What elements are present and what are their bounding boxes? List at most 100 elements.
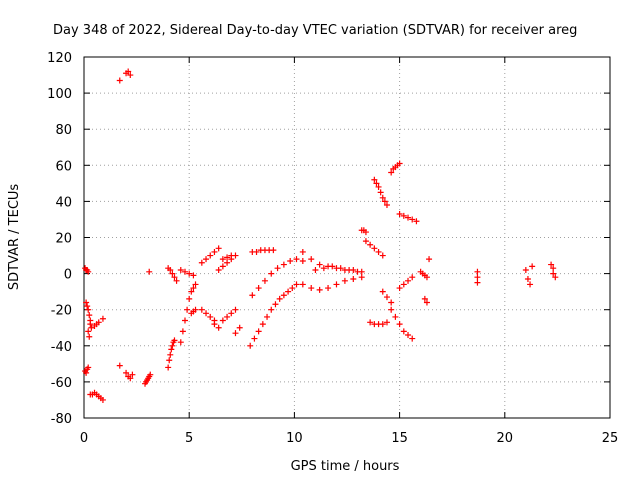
data-point bbox=[253, 248, 260, 255]
series-h15-low2 bbox=[379, 288, 395, 306]
data-point bbox=[207, 313, 214, 320]
data-point bbox=[312, 266, 319, 273]
data-point bbox=[474, 279, 481, 286]
y-tick-label: -60 bbox=[51, 376, 72, 391]
data-point bbox=[325, 285, 332, 292]
data-point bbox=[211, 321, 218, 328]
y-tick-label: 0 bbox=[64, 268, 72, 283]
series-h4-dip bbox=[165, 337, 178, 371]
data-point bbox=[169, 270, 176, 277]
series-h14-spike bbox=[371, 176, 390, 209]
data-point bbox=[400, 328, 407, 335]
series-h13-14-mid bbox=[362, 238, 386, 259]
data-point bbox=[88, 324, 95, 331]
data-point bbox=[116, 362, 123, 369]
series-early-mid bbox=[91, 315, 106, 329]
axis-ticks: 0 5 10 15 20 25 -80 -60 -40 -20 0 20 40 60 80 100 120 bbox=[47, 51, 618, 446]
data-point bbox=[400, 212, 407, 219]
chart-title: Day 348 of 2022, Sidereal Day-to-day VTE… bbox=[53, 23, 577, 38]
x-tick-label: 10 bbox=[286, 431, 303, 446]
series-h5-6 bbox=[198, 245, 222, 266]
data-point bbox=[400, 281, 407, 288]
series-h13 bbox=[358, 227, 369, 236]
data-point bbox=[333, 281, 340, 288]
data-point bbox=[219, 317, 226, 324]
plot-frame bbox=[83, 56, 611, 419]
data-point bbox=[171, 274, 178, 281]
data-point bbox=[367, 241, 374, 248]
x-tick-label: 20 bbox=[497, 431, 514, 446]
data-point bbox=[405, 214, 412, 221]
data-point bbox=[236, 324, 243, 331]
data-point bbox=[190, 272, 197, 279]
data-point bbox=[232, 330, 239, 337]
data-point bbox=[383, 202, 390, 209]
data-point bbox=[383, 294, 390, 301]
data-point bbox=[276, 295, 283, 302]
data-point bbox=[255, 285, 262, 292]
data-point bbox=[529, 263, 536, 270]
data-point bbox=[146, 268, 153, 275]
data-point bbox=[224, 254, 231, 261]
data-point bbox=[188, 288, 195, 295]
data-point bbox=[86, 333, 93, 340]
y-tick-label: 40 bbox=[55, 195, 72, 210]
data-point bbox=[129, 371, 136, 378]
data-point bbox=[219, 263, 226, 270]
data-point bbox=[224, 259, 231, 266]
series-h10-13-low bbox=[299, 274, 365, 293]
data-point bbox=[350, 276, 357, 283]
data-point bbox=[232, 252, 239, 259]
data-point bbox=[388, 306, 395, 313]
data-point bbox=[316, 261, 323, 268]
data-point bbox=[177, 339, 184, 346]
data-point bbox=[207, 252, 214, 259]
data-point bbox=[409, 216, 416, 223]
data-point bbox=[85, 268, 92, 275]
data-point bbox=[184, 306, 191, 313]
x-tick-label: 5 bbox=[185, 431, 193, 446]
data-point bbox=[177, 266, 184, 273]
data-point bbox=[522, 266, 529, 273]
data-point bbox=[379, 321, 386, 328]
data-point bbox=[287, 257, 294, 264]
x-tick-label: 15 bbox=[391, 431, 408, 446]
data-point bbox=[373, 180, 380, 187]
data-point bbox=[474, 274, 481, 281]
data-point bbox=[203, 256, 210, 263]
data-points bbox=[82, 68, 559, 403]
data-point bbox=[320, 265, 327, 272]
data-point bbox=[127, 375, 134, 382]
data-point bbox=[421, 295, 428, 302]
data-point bbox=[379, 194, 386, 201]
data-point bbox=[280, 261, 287, 268]
data-point bbox=[527, 281, 534, 288]
x-axis-label: GPS time / hours bbox=[291, 459, 400, 474]
data-point bbox=[85, 364, 92, 371]
data-point bbox=[358, 274, 365, 281]
data-point bbox=[264, 313, 271, 320]
data-point bbox=[552, 274, 559, 281]
data-point bbox=[85, 306, 92, 313]
series-h4-5-rise bbox=[177, 281, 199, 346]
data-point bbox=[228, 310, 235, 317]
y-tick-label: 80 bbox=[55, 123, 72, 138]
data-point bbox=[268, 306, 275, 313]
data-point bbox=[375, 248, 382, 255]
y-tick-label: 100 bbox=[47, 87, 72, 102]
series-h8-band bbox=[249, 247, 277, 255]
series-h7-8 bbox=[232, 324, 243, 337]
data-point bbox=[99, 396, 106, 403]
data-point bbox=[405, 331, 412, 338]
data-point bbox=[99, 315, 106, 322]
data-point bbox=[375, 183, 382, 190]
data-point bbox=[388, 169, 395, 176]
y-tick-label: -80 bbox=[51, 412, 72, 427]
data-point bbox=[550, 265, 557, 272]
data-point bbox=[224, 313, 231, 320]
data-point bbox=[83, 299, 90, 306]
data-point bbox=[392, 313, 399, 320]
data-point bbox=[379, 288, 386, 295]
data-point bbox=[396, 285, 403, 292]
data-point bbox=[388, 299, 395, 306]
